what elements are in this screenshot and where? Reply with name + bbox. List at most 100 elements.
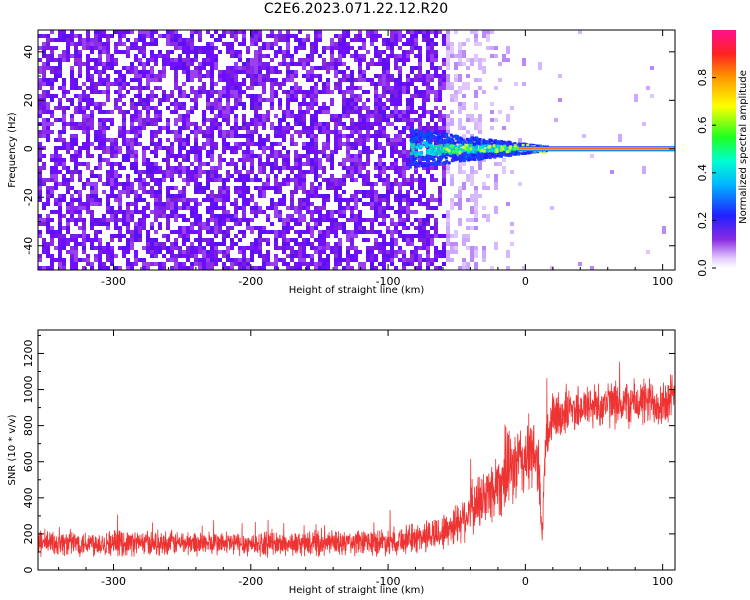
- spectrogram-cell: [350, 46, 354, 50]
- spectrogram-cell: [238, 158, 242, 162]
- spectrogram-cell: [402, 154, 406, 162]
- spectrogram-cell: [402, 222, 406, 226]
- spectrogram-cell: [126, 246, 130, 250]
- spectrogram-cell: [238, 194, 242, 198]
- spectrogram-cell: [458, 122, 462, 126]
- spectrogram-cell: [426, 238, 430, 246]
- spectrogram-cell: [382, 70, 386, 74]
- spectrogram-cell: [342, 98, 346, 106]
- spectrogram-cell: [226, 234, 230, 238]
- spectrogram-cell: [214, 58, 218, 62]
- spectrogram-cell: [426, 34, 430, 42]
- spectrogram-cell: [477, 141, 481, 145]
- spectrogram-cell: [326, 126, 330, 130]
- spectrogram-cell: [186, 118, 190, 122]
- spectrogram-cell: [174, 30, 178, 34]
- spectrogram-cell: [54, 94, 58, 98]
- spectrogram-cell: [406, 234, 410, 238]
- spectrogram-cell: [178, 246, 182, 254]
- spectrogram-cell: [306, 194, 310, 202]
- spectrogram-cell: [102, 50, 106, 54]
- spectrogram-cell: [214, 234, 218, 238]
- spectrogram-cell: [354, 226, 358, 230]
- spectrogram-cell: [250, 218, 254, 222]
- spectrogram-cell: [418, 70, 422, 78]
- spectrogram-cell: [82, 238, 86, 246]
- spectrogram-cell: [206, 226, 210, 230]
- spectrogram-cell: [98, 198, 102, 202]
- spectrogram-cell: [346, 66, 350, 70]
- spectrogram-cell: [74, 190, 78, 194]
- spectrogram-cell: [250, 170, 254, 174]
- spectrogram-cell: [306, 102, 310, 106]
- spectrogram-cell: [138, 78, 142, 86]
- spectrogram-cell: [446, 242, 450, 246]
- spectrogram-cell: [398, 38, 402, 42]
- spectrogram-cell: [290, 74, 294, 78]
- spectrogram-cell: [254, 246, 258, 250]
- spectrogram-cell: [432, 135, 436, 139]
- spectrogram-cell: [446, 222, 450, 226]
- spectrogram-cell: [590, 266, 594, 270]
- spectrogram-cell: [246, 226, 250, 230]
- spectrogram-cell: [258, 98, 262, 102]
- spectrogram-cell: [342, 190, 346, 194]
- spectrogram-cell: [242, 154, 246, 158]
- spectrogram-cell: [298, 170, 302, 178]
- spectrogram-cell: [374, 242, 378, 250]
- spectrogram-cell: [158, 146, 162, 150]
- spectrogram-cell: [314, 186, 318, 190]
- spectrogram-cell: [174, 122, 178, 126]
- spectrogram-cell: [50, 82, 54, 86]
- spectrogram-cell: [342, 206, 346, 210]
- spectrogram-cell: [326, 86, 330, 94]
- spectrogram-cell: [342, 142, 346, 146]
- spectrogram-cell: [222, 146, 226, 150]
- spectrogram-cell: [242, 134, 246, 138]
- spectrogram-cell: [334, 230, 338, 238]
- spectrogram-cell: [474, 186, 478, 190]
- spectrogram-cell: [158, 214, 162, 218]
- spectrogram-cell: [178, 134, 182, 138]
- spectrogram-cell: [122, 42, 126, 46]
- spectrogram-cell: [426, 230, 430, 234]
- spectrogram-cell: [290, 254, 294, 258]
- spectrogram-cell: [306, 142, 310, 146]
- spectrogram-cell: [70, 42, 74, 46]
- spectrogram-cell: [102, 218, 106, 222]
- spectrogram-cell: [98, 242, 102, 246]
- spectrogram-cell: [418, 134, 422, 138]
- spectrogram-cell: [146, 266, 150, 270]
- spectrogram-cell: [154, 214, 158, 222]
- spectrogram-cell: [178, 62, 182, 66]
- spectrogram-cell: [322, 86, 326, 94]
- spectrogram-cell: [302, 214, 306, 222]
- spectrogram-cell: [278, 202, 282, 206]
- spectrogram-cell: [174, 38, 178, 42]
- spectrogram-cell: [266, 146, 270, 150]
- spectrogram-cell: [122, 122, 126, 126]
- spectrogram-cell: [118, 146, 122, 154]
- spectrogram-cell: [326, 266, 330, 270]
- spectrogram-cell: [426, 90, 430, 94]
- spectrogram-cell: [466, 74, 470, 78]
- spectrogram-cell: [246, 262, 250, 266]
- spectrogram-cell: [42, 102, 46, 106]
- spectrogram-cell: [310, 158, 314, 166]
- spectrogram-cell: [166, 202, 170, 210]
- spectrogram-cell: [202, 266, 206, 270]
- spectrogram-cell: [154, 246, 158, 250]
- spectrogram-cell: [214, 38, 218, 42]
- spectrogram-cell: [408, 162, 412, 166]
- spectrogram-cell: [78, 54, 82, 58]
- spectrogram-cell: [310, 138, 314, 142]
- spectrogram-cell: [246, 86, 250, 90]
- spectrogram-cell: [512, 147, 516, 151]
- spectrogram-cell: [254, 94, 258, 102]
- spectrogram-cell: [318, 150, 322, 154]
- spectrogram-cell: [446, 143, 450, 147]
- spectrogram-cell: [78, 86, 82, 90]
- spectrogram-cell: [290, 86, 294, 90]
- spectrogram-cell: [270, 106, 274, 110]
